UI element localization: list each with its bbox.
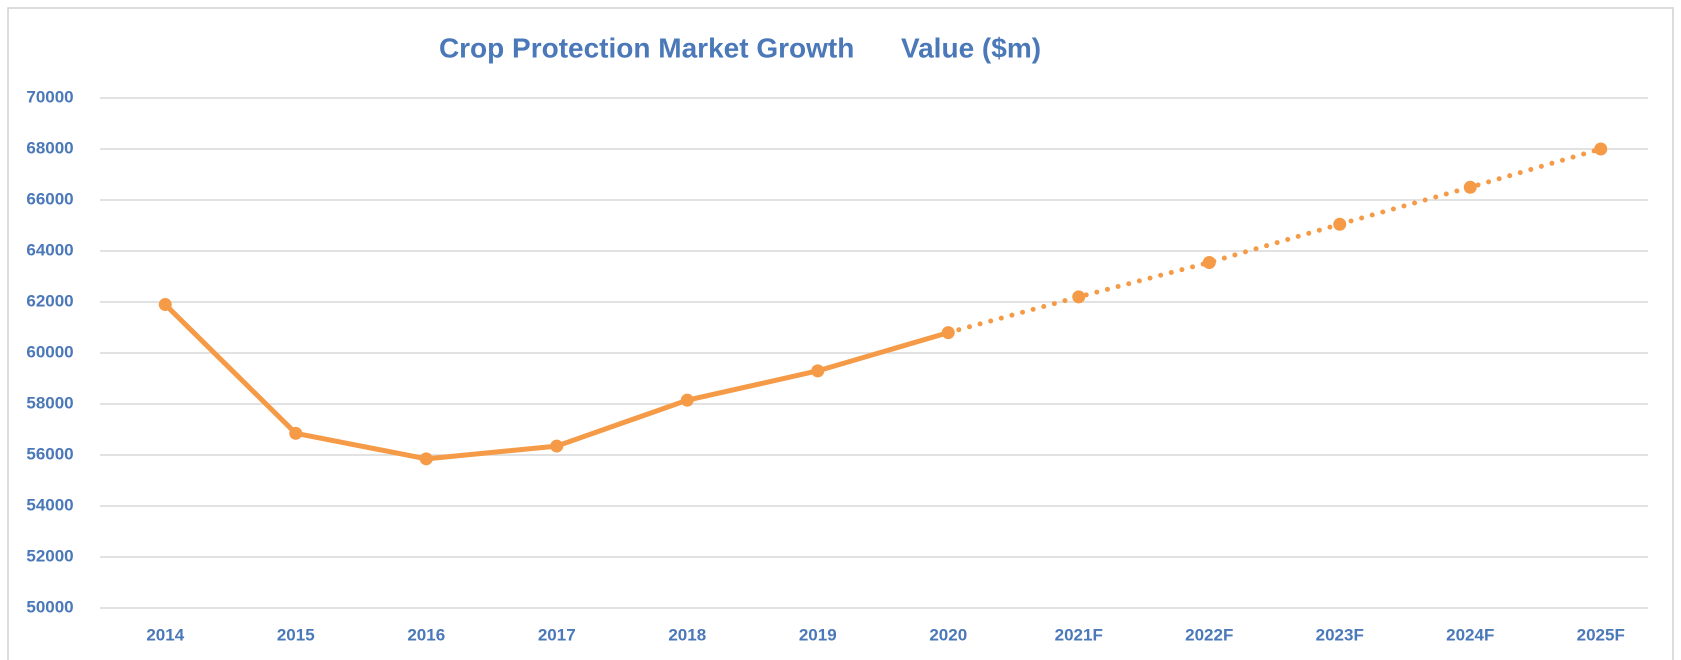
x-tick-label: 2020 <box>929 625 967 644</box>
x-tick-label: 2015 <box>277 625 315 644</box>
marker <box>419 452 433 466</box>
y-tick-label: 64000 <box>26 240 73 259</box>
x-tick-label: 2014 <box>146 625 184 644</box>
x-tick-label: 2018 <box>668 625 706 644</box>
x-tick-label: 2017 <box>538 625 576 644</box>
y-tick-label: 58000 <box>26 393 73 412</box>
y-tick-label: 68000 <box>26 138 73 157</box>
line <box>945 146 1604 336</box>
marker <box>1463 180 1477 194</box>
marker <box>158 298 172 312</box>
marker <box>680 393 694 407</box>
x-tick-label: 2022F <box>1185 625 1233 644</box>
marker <box>1594 142 1608 156</box>
y-tick-label: 50000 <box>26 597 73 616</box>
y-tick-label: 70000 <box>26 87 73 106</box>
y-tick-label: 60000 <box>26 342 73 361</box>
marker <box>1202 255 1216 269</box>
chart-border <box>7 7 1674 660</box>
y-tick-label: 56000 <box>26 444 73 463</box>
y-tick-label: 54000 <box>26 495 73 514</box>
x-tick-label: 2021F <box>1055 625 1103 644</box>
x-tick-label: 2025F <box>1577 625 1625 644</box>
y-tick-label: 52000 <box>26 546 73 565</box>
x-tick-label: 2024F <box>1446 625 1494 644</box>
marker <box>811 364 825 378</box>
marker <box>1333 217 1347 231</box>
x-tick-label: 2016 <box>407 625 445 644</box>
marker <box>289 426 303 440</box>
marker <box>1072 290 1086 304</box>
x-tick-label: 2023F <box>1316 625 1364 644</box>
marker <box>550 439 564 453</box>
x-tick-label: 2019 <box>799 625 837 644</box>
line <box>162 302 951 462</box>
chart-title: Crop Protection Market Growth Value ($m) <box>439 32 1041 63</box>
y-tick-label: 66000 <box>26 189 73 208</box>
y-tick-label: 62000 <box>26 291 73 310</box>
